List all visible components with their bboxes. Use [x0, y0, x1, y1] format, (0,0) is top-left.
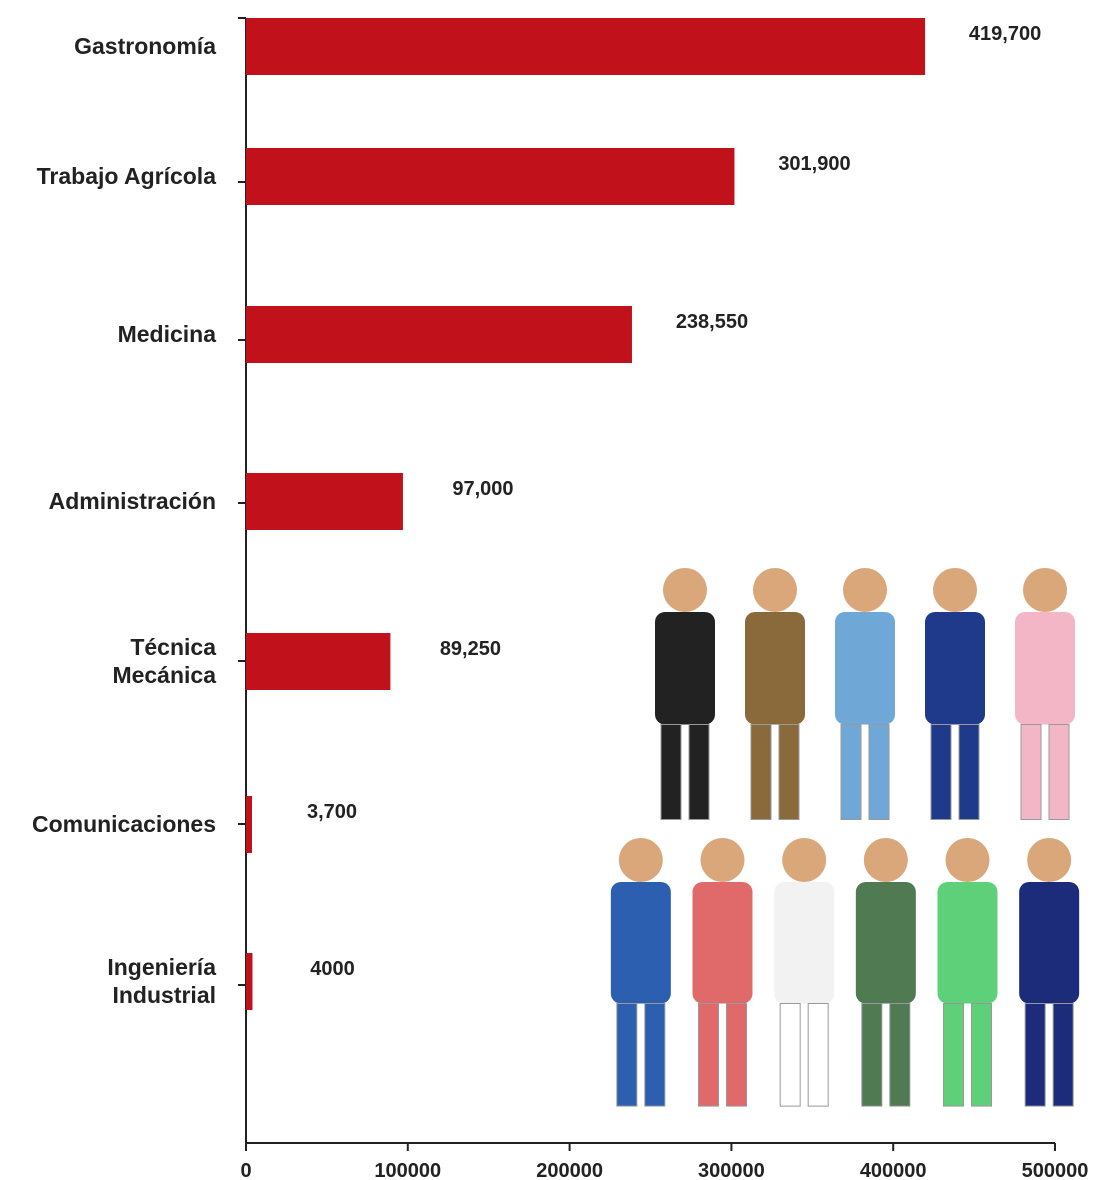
data-label: 3,700: [307, 801, 357, 823]
x-tick-label: 500000: [1022, 1160, 1089, 1180]
data-label: 419,700: [969, 23, 1041, 45]
figure-leg: [930, 724, 952, 820]
data-label: 4000: [310, 958, 355, 980]
bar: [246, 148, 735, 205]
figure-body: [1015, 612, 1075, 725]
figure-body: [835, 612, 895, 725]
y-tick-label: Comunicaciones: [32, 811, 216, 837]
figure-leg: [943, 1003, 964, 1107]
figure-head: [843, 568, 887, 612]
figure-leg: [660, 724, 682, 820]
y-tick-label: Técnica Mecánica: [112, 634, 216, 688]
figure-body: [655, 612, 715, 725]
y-tick-label: Administración: [49, 488, 216, 514]
y-tick-label: Ingeniería Industrial: [107, 954, 216, 1008]
y-tick-label: Trabajo Agrícola: [37, 163, 217, 189]
figure-head: [700, 838, 745, 882]
figure-body: [610, 882, 671, 1004]
figure-head: [933, 568, 977, 612]
x-tick-label: 0: [240, 1160, 251, 1180]
figure-leg: [889, 1003, 911, 1107]
figure-head: [663, 568, 707, 612]
figure-leg: [698, 1003, 719, 1107]
figure-leg: [1024, 1003, 1046, 1107]
data-label: 89,250: [440, 638, 501, 660]
figure-body: [925, 612, 985, 725]
figure-head: [782, 838, 827, 882]
x-tick-label: 300000: [698, 1160, 765, 1180]
figure-leg: [750, 724, 772, 820]
figure-leg: [616, 1003, 638, 1107]
figure-body: [937, 882, 998, 1004]
x-tick-label: 100000: [374, 1160, 441, 1180]
x-tick-label: 400000: [860, 1160, 927, 1180]
figure-head: [618, 838, 663, 882]
figure-leg: [1020, 724, 1042, 820]
bar: [246, 306, 632, 363]
figure-leg: [840, 724, 862, 820]
figure-leg: [1052, 1003, 1074, 1107]
figure-head: [753, 568, 797, 612]
bar: [246, 18, 926, 75]
figure-leg: [861, 1003, 883, 1107]
figure-body: [855, 882, 916, 1004]
figure-body: [692, 882, 753, 1004]
figure-body: [745, 612, 805, 725]
y-tick-label: Gastronomía: [74, 33, 216, 59]
data-label: 238,550: [676, 311, 748, 333]
bar: [246, 473, 403, 530]
figure-head: [1027, 838, 1072, 882]
figure-leg: [644, 1003, 666, 1107]
figure-leg: [779, 1003, 801, 1107]
data-label: 97,000: [452, 478, 513, 500]
figurines-illustration: [610, 568, 1080, 1107]
figure-leg: [868, 724, 890, 820]
y-tick-label: Medicina: [118, 321, 217, 347]
figure-leg: [971, 1003, 992, 1107]
figure-leg: [778, 724, 800, 820]
bar: [246, 953, 253, 1010]
figure-leg: [1048, 724, 1070, 820]
figure-head: [863, 838, 908, 882]
figure-head: [945, 838, 990, 882]
bar: [246, 796, 252, 853]
figure-leg: [688, 724, 710, 820]
figure-leg: [958, 724, 980, 820]
figure-body: [774, 882, 835, 1004]
bar: [246, 633, 391, 690]
figure-body: [1019, 882, 1080, 1004]
x-tick-label: 200000: [536, 1160, 603, 1180]
figure-leg: [726, 1003, 747, 1107]
figure-head: [1023, 568, 1067, 612]
figure-leg: [807, 1003, 829, 1107]
data-label: 301,900: [778, 153, 850, 175]
